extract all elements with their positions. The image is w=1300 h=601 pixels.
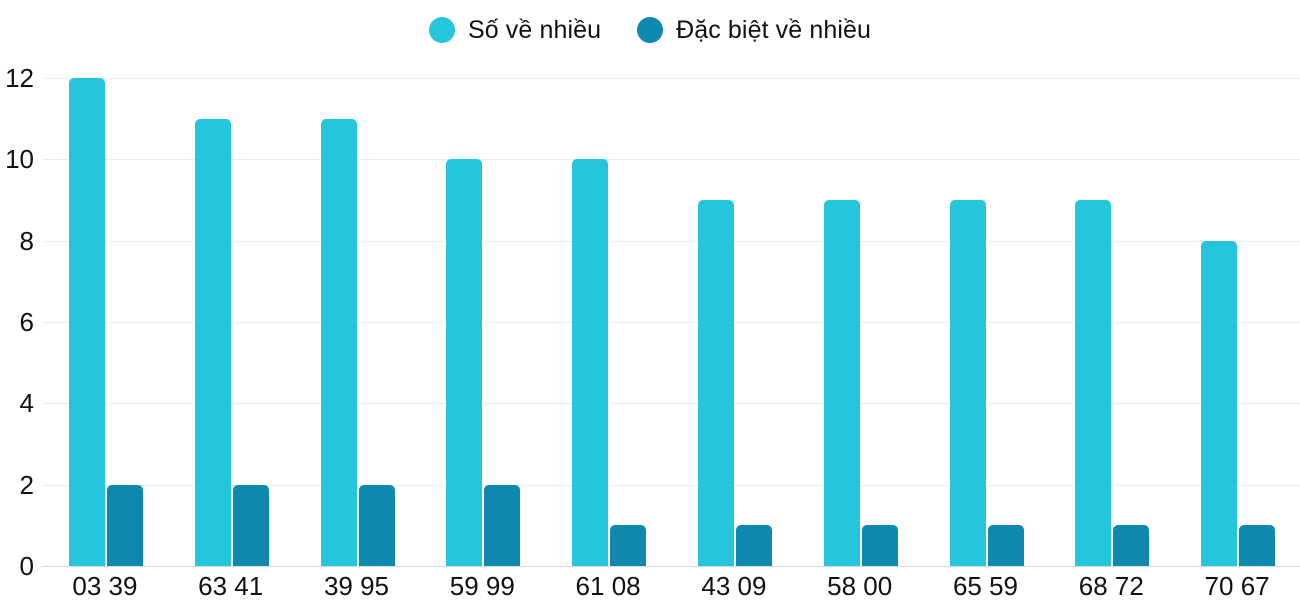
bar-70-67-series-1[interactable] [1239,525,1276,566]
bar-03-39-series-1[interactable] [106,484,143,566]
gridline [42,322,1300,323]
y-tick-label: 2 [19,469,34,500]
x-tick-label: 43 09 [701,571,767,601]
x-tick-label: 65 59 [952,571,1019,601]
bar-39-95-series-0[interactable] [320,118,357,566]
gridline [42,78,1300,79]
x-tick-label: 03 39 [72,571,138,601]
bar-63-41-series-0[interactable] [194,118,231,566]
bar-03-39-series-0[interactable] [68,78,105,566]
bar-58-00-series-0[interactable] [823,200,860,566]
x-tick-label: 63 41 [198,571,264,601]
x-tick-label: 61 08 [575,571,641,601]
x-tick-label: 59 99 [449,571,515,601]
bar-39-95-series-1[interactable] [358,484,395,566]
legend-swatch-icon-series-0 [428,17,455,43]
y-tick-label: 8 [19,225,34,256]
bar-61-08-series-0[interactable] [572,159,609,566]
bar-59-99-series-1[interactable] [484,484,521,566]
legend-label-series-0: Số về nhiều [467,15,602,44]
bar-59-99-series-0[interactable] [446,159,483,566]
bar-63-41-series-1[interactable] [232,484,269,566]
x-tick-label: 39 95 [323,571,390,601]
x-tick-label: 68 72 [1078,571,1144,601]
gridline [42,403,1300,405]
bar-65-59-series-1[interactable] [987,525,1024,566]
x-tick-label: 58 00 [827,571,893,601]
y-tick-label: 12 [5,63,34,93]
bar-65-59-series-0[interactable] [949,200,986,566]
legend-label-series-1: Đặc biệt về nhiều [676,15,872,44]
bar-58-00-series-1[interactable] [861,525,898,566]
legend-swatch-icon-series-1 [637,17,664,43]
y-tick-label: 4 [19,388,34,419]
y-tick-label: 0 [19,551,34,581]
bar-70-67-series-0[interactable] [1201,240,1238,566]
bar-68-72-series-1[interactable] [1113,525,1150,566]
y-tick-label: 6 [19,307,34,337]
gridline [42,484,1300,486]
gridline [42,240,1300,242]
chart-legend: Số về nhiều Đặc biệt về nhiều [0,0,1300,60]
plot-area [42,78,1300,566]
x-axis-line [42,566,1300,567]
bar-43-09-series-1[interactable] [735,525,772,566]
y-tick-label: 10 [5,144,34,175]
gridline [42,159,1300,161]
legend-item-series-1[interactable]: Đặc biệt về nhiều [637,17,871,43]
legend-item-series-0[interactable]: Số về nhiều [428,15,602,44]
x-tick-label: 70 67 [1204,571,1270,601]
bar-43-09-series-0[interactable] [697,200,734,566]
bar-68-72-series-0[interactable] [1075,200,1112,566]
bar-61-08-series-1[interactable] [610,525,647,566]
